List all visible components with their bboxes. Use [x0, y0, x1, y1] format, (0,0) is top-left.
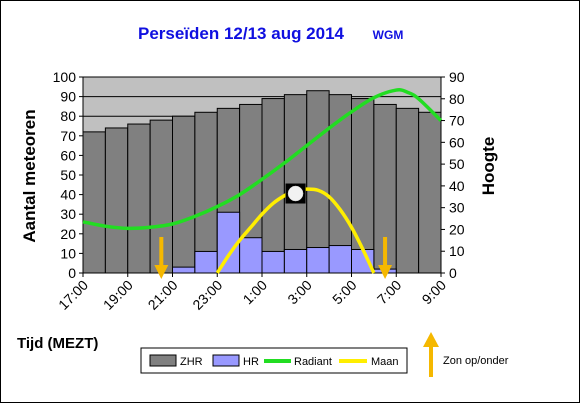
bar-zhr	[306, 90, 330, 274]
bars-zhr	[82, 90, 442, 274]
bar-zhr	[104, 127, 129, 274]
chart-title: Perseïden 12/13 aug 2014	[138, 24, 345, 43]
y2-tick-label: 70	[449, 113, 465, 129]
bar-zhr	[261, 98, 285, 274]
bar-hr	[328, 245, 352, 274]
sun-legend-label: Zon op/onder	[443, 355, 509, 367]
sun-legend-arrow	[423, 332, 439, 377]
x-tick-label: 5:00	[329, 277, 360, 308]
x-tick-label: 9:00	[419, 277, 450, 308]
bar-zhr	[82, 131, 106, 274]
y2-axis-title: Hoogte	[479, 137, 498, 196]
bar-hr	[283, 248, 308, 274]
y-axis-left: 0 10 20 30 40 50 60 70 80 90 100	[53, 69, 83, 281]
x-axis: 17:00 19:00 21:00 23:00 1:00 3:00 5:00 7:00 9:00	[55, 273, 449, 313]
x-axis-title: Tijd (MEZT)	[17, 335, 98, 352]
y-tick-label: 50	[60, 167, 76, 183]
legend: ZHR HR Radiant Maan	[140, 347, 408, 374]
bar-hr	[261, 250, 285, 274]
y2-tick-label: 60	[449, 134, 465, 150]
legend-swatch-hr	[212, 354, 240, 367]
moon-icon	[287, 185, 304, 202]
series-line-radiant	[82, 88, 443, 231]
chart-subtitle: WGM	[373, 28, 404, 42]
y-tick-label: 20	[60, 226, 76, 242]
x-tick-label: 7:00	[374, 277, 405, 308]
bar-hr	[239, 237, 263, 274]
x-tick-label: 21:00	[145, 277, 181, 313]
moon-marker	[285, 183, 306, 204]
sun-arrow	[378, 237, 393, 279]
sun-arrow	[154, 237, 169, 279]
y-tick-label: 60	[60, 147, 76, 163]
y2-tick-label: 0	[449, 265, 457, 281]
x-tick-label: 3:00	[284, 277, 315, 308]
y2-tick-label: 90	[449, 69, 465, 85]
legend-label-zhr: ZHR	[180, 356, 203, 368]
y2-tick-label: 50	[449, 156, 465, 172]
y-tick-label: 70	[60, 128, 76, 144]
y-tick-label: 40	[60, 187, 76, 203]
bar-zhr	[172, 115, 196, 274]
bar-zhr	[395, 107, 420, 274]
y-tick-label: 80	[60, 108, 76, 124]
x-tick-label: 23:00	[189, 277, 225, 313]
y2-tick-label: 10	[449, 243, 465, 259]
bar-hr	[172, 266, 196, 274]
bar-zhr	[127, 123, 151, 274]
bar-zhr	[194, 111, 218, 274]
sun-legend: Zon op/onder	[423, 332, 509, 377]
legend-label-hr: HR	[243, 356, 259, 368]
y2-tick-label: 20	[449, 221, 465, 237]
y-tick-label: 10	[60, 245, 76, 261]
x-tick-label: 19:00	[100, 277, 136, 313]
y2-tick-label: 80	[449, 91, 465, 107]
y2-tick-label: 30	[449, 200, 465, 216]
bar-hr	[306, 247, 330, 274]
sun-arrows	[154, 237, 393, 279]
y-tick-label: 100	[53, 69, 77, 85]
y-axis-title: Aantal meteoren	[20, 109, 39, 242]
x-tick-label: 1:00	[240, 277, 271, 308]
legend-label-radiant: Radiant	[294, 356, 332, 368]
y-tick-label: 30	[60, 206, 76, 222]
legend-swatch-zhr	[149, 354, 177, 367]
bar-hr	[194, 250, 218, 274]
y-tick-label: 90	[60, 89, 76, 105]
bars-hr	[172, 211, 397, 274]
bar-zhr	[418, 111, 442, 274]
y2-tick-label: 40	[449, 178, 465, 194]
y-axis-right: 0 10 20 30 40 50 60 70 80 90	[441, 69, 465, 281]
y-tick-label: 0	[68, 265, 76, 281]
x-tick-label: 17:00	[55, 277, 91, 313]
legend-label-maan: Maan	[371, 356, 399, 368]
